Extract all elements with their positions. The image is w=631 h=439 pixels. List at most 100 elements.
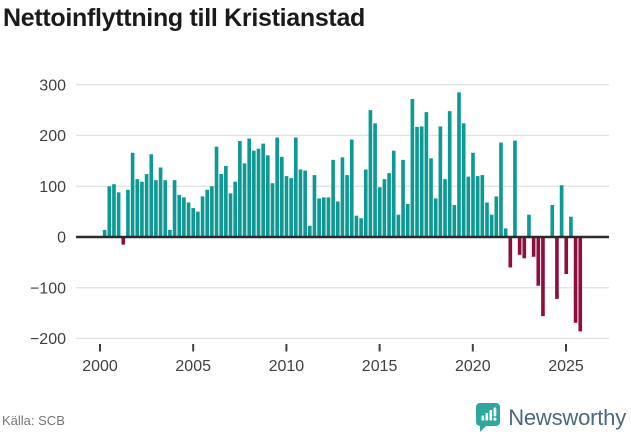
bar (396, 214, 401, 237)
bar (270, 183, 275, 237)
bar (382, 179, 387, 237)
bar (503, 228, 508, 237)
bar (130, 152, 135, 237)
y-tick-label: 200 (39, 128, 66, 145)
bar (345, 175, 349, 237)
bar (564, 237, 569, 275)
bar (196, 211, 200, 237)
bar (419, 126, 424, 237)
newsworthy-logo-icon (476, 403, 501, 432)
bar (443, 179, 447, 237)
x-tick-label: 2005 (175, 358, 211, 375)
bar (303, 170, 307, 237)
bar (340, 157, 345, 237)
bar (298, 169, 303, 237)
bar (102, 229, 107, 237)
bar (242, 163, 247, 237)
bar (447, 111, 452, 237)
bar (452, 205, 457, 237)
bar (247, 138, 252, 237)
bar (307, 225, 312, 237)
bar (415, 126, 419, 237)
x-tick-label: 2010 (269, 358, 305, 375)
bar (508, 237, 513, 268)
y-tick-label: −100 (30, 280, 66, 297)
bar (578, 237, 583, 332)
bar (233, 181, 238, 237)
bar (471, 152, 475, 237)
bar (522, 237, 527, 259)
y-tick-label: 300 (39, 77, 66, 94)
bar (224, 165, 228, 237)
x-tick-label: 2020 (455, 358, 491, 375)
bar (205, 189, 210, 237)
bar (326, 197, 331, 237)
bar (177, 194, 182, 237)
bar (335, 201, 340, 237)
bar (424, 112, 429, 237)
bar (219, 174, 224, 237)
bar (494, 196, 499, 237)
bar (168, 229, 172, 237)
bar (121, 237, 126, 245)
bar (433, 198, 438, 237)
bar (163, 180, 168, 237)
bar (513, 140, 517, 237)
bar (172, 180, 177, 237)
y-tick-label: 100 (39, 179, 66, 196)
y-tick-label: −200 (30, 331, 66, 348)
bar (527, 214, 531, 237)
bar (266, 155, 270, 237)
bar (457, 92, 461, 237)
bar (461, 123, 466, 237)
bar (154, 180, 158, 237)
bar (252, 150, 256, 237)
bar (405, 204, 410, 237)
bar (387, 173, 391, 237)
bar (573, 237, 578, 323)
source-label: Källa: SCB (2, 413, 65, 428)
x-tick-label: 2025 (548, 358, 584, 375)
bar (186, 202, 191, 237)
bar (210, 186, 214, 237)
bar (317, 198, 321, 237)
bar (275, 137, 279, 237)
bar (517, 237, 522, 255)
bar (149, 154, 154, 237)
bar (135, 179, 140, 237)
bar (191, 208, 196, 237)
chart-title: Nettoinflyttning till Kristianstad (3, 4, 366, 32)
bar (368, 110, 373, 237)
bar (312, 175, 317, 237)
bar (373, 123, 377, 237)
bar (485, 202, 489, 237)
bar (466, 176, 471, 237)
newsworthy-brand-text: Newsworthy (508, 404, 626, 430)
bar (377, 187, 382, 237)
bar (238, 141, 242, 237)
bar (256, 148, 261, 237)
x-tick-label: 2015 (362, 358, 398, 375)
bar (391, 150, 396, 237)
bar (158, 167, 163, 237)
bar (228, 193, 233, 237)
bar (550, 205, 555, 237)
bar (475, 176, 480, 237)
bar (321, 197, 326, 237)
bar (438, 126, 443, 237)
bar (214, 146, 219, 237)
bar (126, 189, 130, 237)
newsworthy-brand-link[interactable]: Newsworthy (476, 402, 626, 433)
x-tick-label: 2000 (82, 358, 118, 375)
bar (559, 185, 564, 237)
bar (480, 175, 485, 237)
bar (569, 216, 573, 237)
bar (555, 237, 559, 299)
bar (349, 139, 354, 237)
bar (107, 186, 112, 237)
bar (200, 196, 205, 237)
bar (536, 237, 541, 286)
bar (293, 137, 298, 237)
bar (261, 143, 265, 237)
